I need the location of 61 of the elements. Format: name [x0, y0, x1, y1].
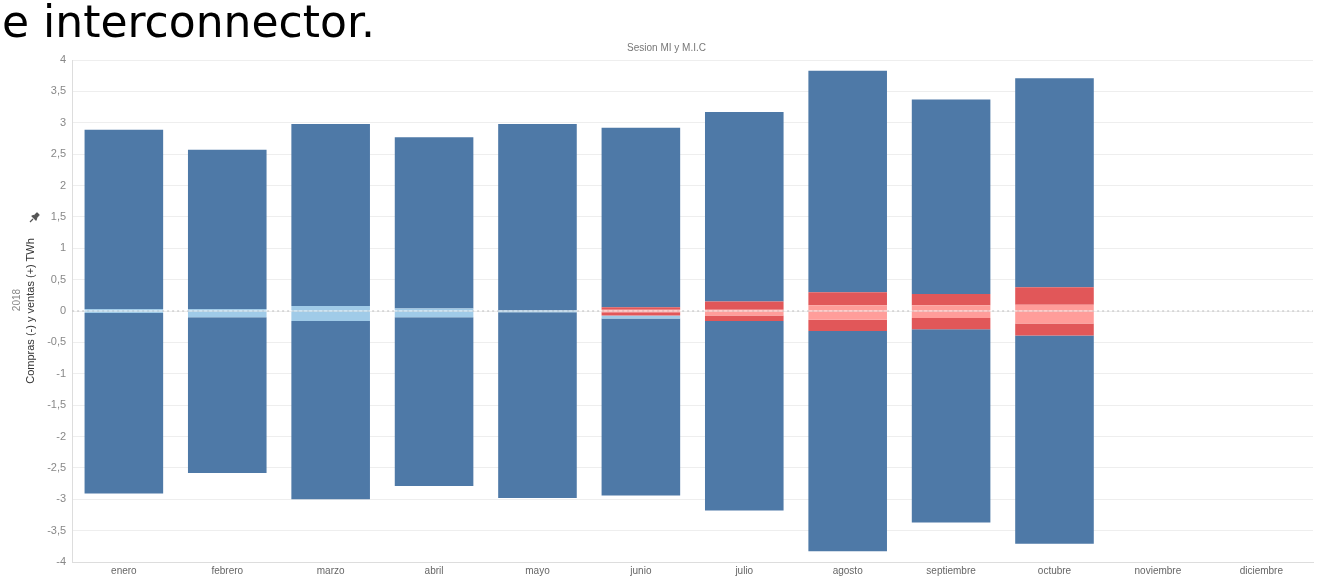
x-tick-label: marzo [316, 564, 345, 576]
y-tick-label: -0,5 [47, 335, 67, 348]
bar [394, 137, 474, 309]
y-tick-label: -2 [56, 429, 67, 442]
bar [911, 317, 991, 330]
y-tick-label: -1 [56, 366, 67, 379]
x-tick-label: septiembre [926, 564, 977, 576]
y-tick-label: 2 [60, 178, 67, 191]
x-tick-label: enero [111, 564, 138, 576]
x-tick-label: julio [734, 564, 754, 576]
bar [84, 129, 164, 310]
y-tick-label: 2,5 [50, 147, 67, 160]
bar [291, 124, 370, 306]
x-tick-label: noviembre [1134, 564, 1182, 576]
bar [704, 301, 784, 310]
bar [704, 112, 784, 302]
bar [911, 294, 991, 306]
bar [498, 124, 577, 311]
x-tick-label: diciembre [1239, 564, 1284, 576]
bar [84, 312, 164, 494]
x-tick-label: mayo [525, 564, 551, 576]
x-tick-label: abril [424, 564, 444, 576]
bar [911, 329, 991, 523]
bar [291, 321, 370, 500]
chart-title: Sesion MI y M.I.C [627, 41, 706, 53]
bar [808, 319, 887, 332]
text: 2018 [10, 288, 22, 312]
bar [704, 321, 784, 511]
bar [1015, 287, 1094, 305]
y-tick-label: 0,5 [50, 272, 67, 285]
x-tick-label: octubre [1037, 564, 1072, 576]
y-tick-label: 0 [60, 304, 67, 317]
y-tick-label: -1,5 [47, 398, 67, 411]
y-tick-label: -4 [56, 555, 67, 568]
bar [1015, 323, 1094, 336]
text: e interconnector. [2, 0, 375, 49]
bar [808, 70, 887, 293]
bar [911, 99, 991, 295]
x-tick-label: agosto [832, 564, 864, 576]
y-axis-title: Compras (-) y ventas (+) TWh [23, 238, 36, 384]
bar [1015, 335, 1094, 544]
bar [601, 318, 681, 496]
bar [601, 127, 681, 308]
bar [187, 317, 267, 473]
y-tick-label: -3 [56, 492, 67, 505]
y-tick-label: 1,5 [50, 209, 67, 222]
bar [187, 149, 267, 310]
y-tick-label: 4 [60, 53, 67, 66]
bar [808, 331, 887, 552]
bar [704, 315, 784, 322]
y-tick-label: 3,5 [50, 84, 67, 97]
bar [394, 317, 474, 487]
x-tick-label: junio [629, 564, 652, 576]
y-tick-label: 1 [60, 241, 67, 254]
y-tick-label: 3 [60, 115, 67, 128]
bar [808, 292, 887, 306]
y-tick-label: -3,5 [47, 523, 67, 536]
x-tick-label: febrero [211, 564, 244, 576]
bar [498, 312, 577, 498]
y-tick-label: -2,5 [47, 460, 67, 473]
bar [1015, 78, 1094, 288]
